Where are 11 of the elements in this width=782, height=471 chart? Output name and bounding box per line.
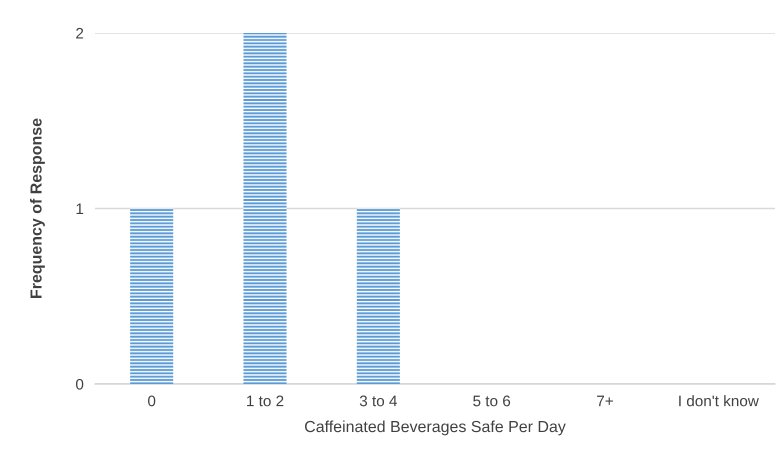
x-axis-title: Caffeinated Beverages Safe Per Day	[305, 420, 566, 436]
y-tick-label: 1	[76, 204, 84, 214]
y-axis-title: Frequency of Response	[30, 118, 45, 298]
x-tick-label: 7+	[597, 396, 613, 406]
y-tick-label: 0	[76, 378, 84, 390]
x-tick-label: I don't know	[679, 395, 759, 406]
x-tick-label: 5 to 6	[473, 396, 510, 406]
x-tick-label: 1 to 2	[247, 396, 284, 406]
x-tick-label: 0	[148, 396, 156, 406]
y-tick-label: 2	[76, 28, 84, 39]
x-tick-label: 3 to 4	[360, 396, 397, 406]
